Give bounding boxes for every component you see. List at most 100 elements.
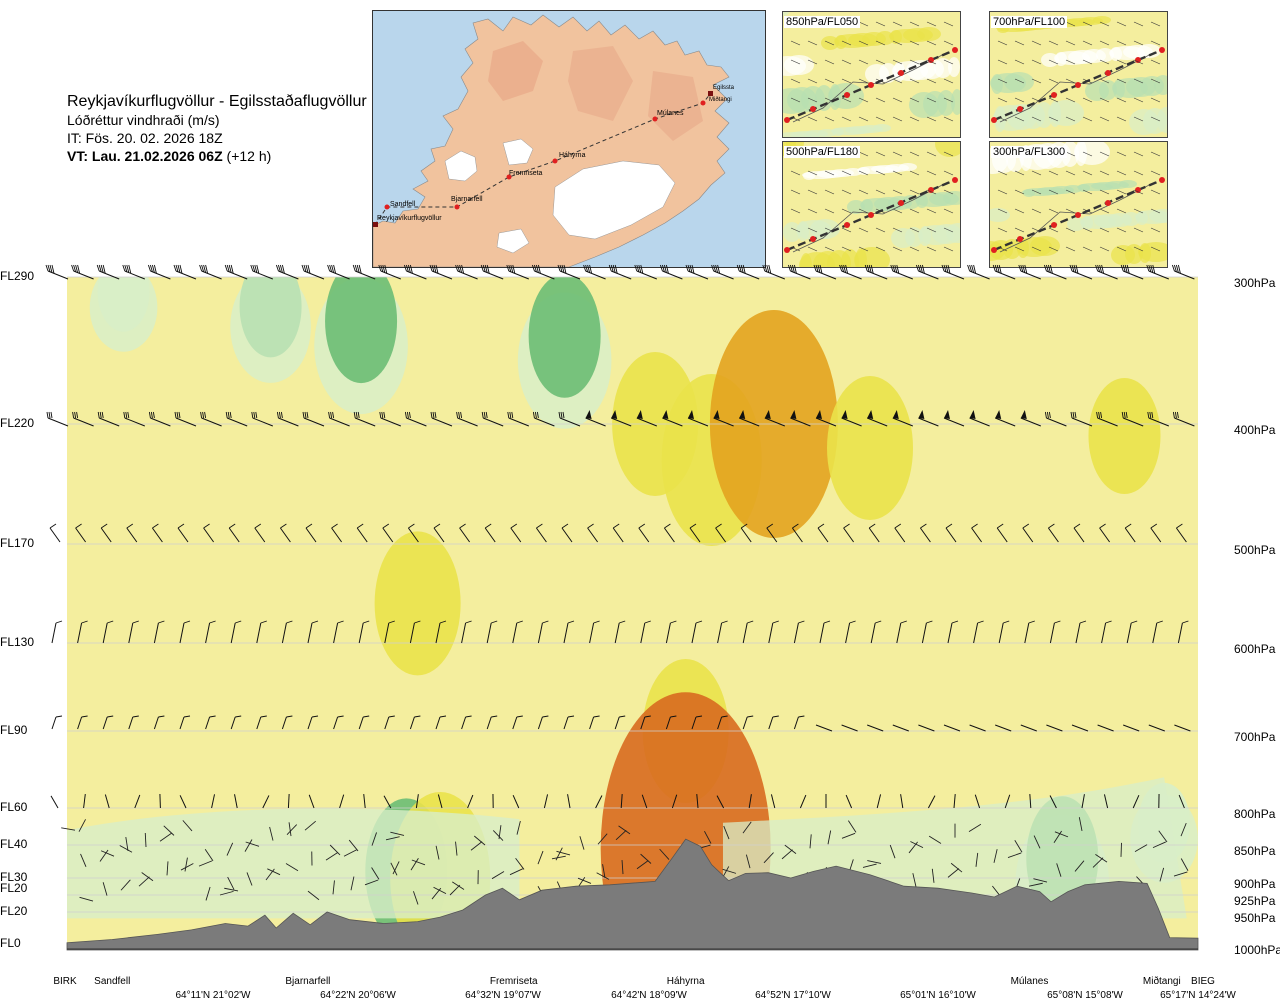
low-level-wind-barb bbox=[125, 837, 129, 852]
wind-barb bbox=[716, 795, 725, 809]
mini-wind-barb bbox=[807, 227, 818, 233]
mini-route-point bbox=[868, 212, 874, 218]
mini-route-point bbox=[784, 247, 790, 253]
mini-route-point bbox=[1159, 177, 1165, 183]
wind-barb bbox=[122, 264, 145, 280]
wind-barb bbox=[72, 411, 94, 427]
pressure-level-label: 500hPa bbox=[1234, 543, 1276, 557]
mini-wind-barb bbox=[824, 59, 835, 65]
flight-level-label: FL90 bbox=[0, 723, 28, 737]
low-level-wind-barb bbox=[551, 855, 566, 860]
wind-barb bbox=[870, 620, 882, 644]
wind-barb bbox=[358, 620, 370, 644]
low-level-wind-barb bbox=[910, 841, 924, 849]
wind-barb bbox=[205, 620, 216, 644]
mini-wind-barb bbox=[1116, 151, 1127, 157]
map-waypoint-mulanes: Múlanes bbox=[652, 110, 684, 122]
downdraft-region bbox=[325, 277, 398, 384]
low-level-wind-barb bbox=[332, 880, 335, 895]
mini-wind-barb bbox=[875, 78, 886, 84]
mini-wind-barb bbox=[1099, 116, 1110, 122]
low-level-wind-barb bbox=[371, 832, 377, 846]
mini-route-point bbox=[1051, 92, 1057, 98]
svg-text:Fremriseta: Fremriseta bbox=[509, 170, 543, 177]
wind-barb bbox=[665, 715, 677, 730]
wind-barb bbox=[75, 523, 87, 543]
wind-barb bbox=[512, 795, 520, 809]
wind-barb bbox=[480, 264, 504, 280]
flight-level-label: FL130 bbox=[0, 635, 35, 649]
mini-wind-barb bbox=[875, 208, 886, 214]
wind-barb bbox=[1049, 795, 1057, 809]
mini-wind-barb bbox=[1133, 116, 1144, 122]
mini-wind-barb bbox=[1065, 97, 1076, 103]
low-level-wind-barb bbox=[1033, 835, 1041, 849]
pressure-level-label: 950hPa bbox=[1234, 911, 1276, 925]
wind-barb bbox=[558, 411, 581, 427]
low-level-wind-barb bbox=[265, 868, 275, 881]
location-label: Fremriseta bbox=[489, 976, 538, 987]
low-level-wind-barb bbox=[1074, 860, 1085, 872]
mini-wind-barb bbox=[1133, 227, 1144, 233]
low-level-wind-barb bbox=[100, 850, 115, 857]
wind-barb bbox=[403, 264, 427, 280]
wind-barb bbox=[307, 620, 319, 644]
mini-wind-barb bbox=[1082, 59, 1093, 65]
mini-wind-barb bbox=[892, 78, 903, 84]
mini-wind-barb bbox=[909, 151, 920, 157]
low-level-wind-barb bbox=[452, 881, 465, 890]
mini-wind-barb bbox=[1014, 170, 1025, 176]
mini-wind-barb bbox=[841, 246, 852, 252]
wind-barb bbox=[1124, 523, 1136, 543]
wind-barb bbox=[331, 523, 343, 543]
low-level-wind-barb bbox=[1007, 852, 1022, 858]
mini-wind-barb bbox=[1116, 59, 1127, 65]
mini-wind-barb bbox=[875, 21, 886, 27]
wind-barb bbox=[953, 794, 956, 809]
low-level-wind-barb bbox=[198, 860, 213, 867]
wind-barb bbox=[147, 264, 171, 280]
mini-wind-barb bbox=[1082, 189, 1093, 195]
mini-wind-barb bbox=[1031, 97, 1042, 103]
wind-barb bbox=[151, 523, 163, 543]
wind-barb bbox=[793, 715, 805, 730]
wind-barb bbox=[305, 523, 317, 543]
mini-wind-barb bbox=[909, 59, 920, 65]
wind-barb bbox=[407, 523, 419, 543]
wind-barb bbox=[641, 794, 648, 809]
wind-barb bbox=[429, 264, 453, 280]
mini-wind-barb bbox=[1150, 170, 1161, 176]
low-level-wind-barb bbox=[1056, 863, 1062, 877]
terrain-profile bbox=[66, 838, 1199, 951]
wind-barb bbox=[461, 620, 472, 644]
low-level-wind-barb bbox=[1159, 867, 1165, 882]
low-level-wind-barb bbox=[742, 821, 752, 834]
mini-contour bbox=[879, 63, 897, 83]
mini-wind-barb bbox=[1116, 21, 1127, 27]
wind-barb bbox=[96, 264, 120, 280]
mini-wind-barb bbox=[807, 116, 818, 122]
wind-barb bbox=[687, 410, 709, 427]
mini-wind-barb bbox=[1082, 78, 1093, 84]
mini-wind-barb bbox=[997, 97, 1008, 103]
mini-contour bbox=[815, 85, 833, 111]
mini-route-point bbox=[991, 247, 997, 253]
low-level-wind-barb bbox=[473, 835, 486, 846]
wind-barb bbox=[585, 410, 606, 427]
low-level-wind-barb bbox=[80, 853, 87, 867]
low-level-wind-barb bbox=[618, 825, 631, 835]
wind-barb bbox=[102, 715, 114, 730]
mini-wind-barb bbox=[790, 59, 801, 65]
wind-barb bbox=[1073, 523, 1085, 543]
mini-wind-barb bbox=[909, 170, 920, 176]
low-level-wind-barb bbox=[723, 825, 730, 840]
low-level-wind-barb bbox=[492, 830, 504, 841]
low-level-wind-barb bbox=[947, 868, 960, 878]
low-level-wind-barb bbox=[325, 852, 338, 861]
mini-wind-barb bbox=[1133, 151, 1144, 157]
map-relief-2 bbox=[568, 46, 633, 121]
wind-barb bbox=[83, 794, 86, 809]
wind-barb bbox=[435, 715, 447, 730]
wind-barb bbox=[433, 523, 445, 543]
wind-barb bbox=[51, 620, 63, 644]
